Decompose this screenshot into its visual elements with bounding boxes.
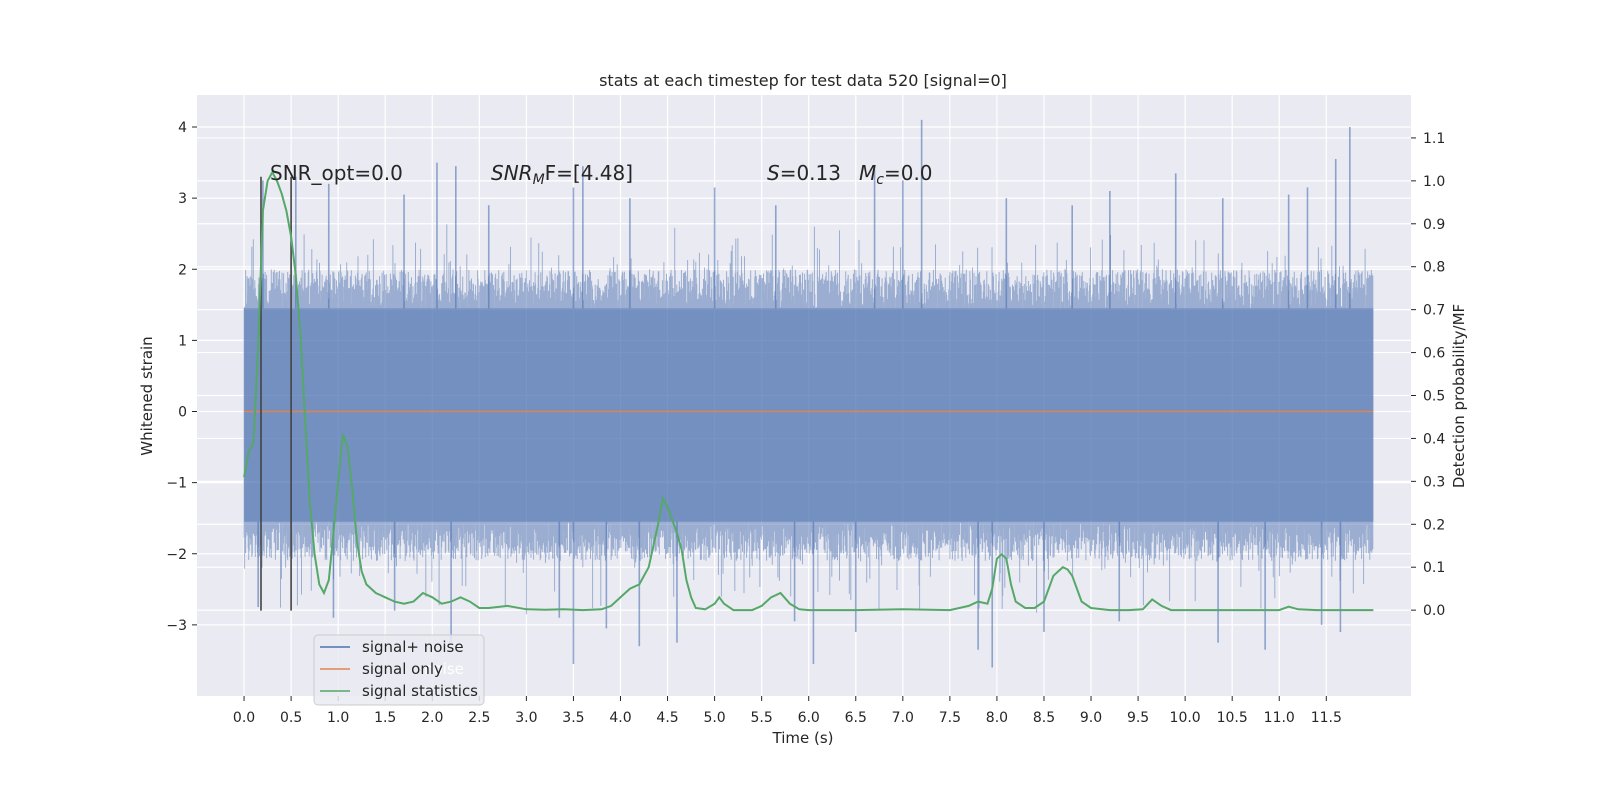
x-tick-label-18: 9.0 xyxy=(1080,710,1102,726)
s-name: S xyxy=(767,161,780,185)
y-tick-label-2: −1 xyxy=(166,476,187,492)
mc-name: M xyxy=(859,161,876,185)
x-axis-label: Time (s) xyxy=(772,729,834,747)
x-tick-label-0: 0.0 xyxy=(233,710,255,726)
signal-statistics-line xyxy=(243,170,1374,612)
y2-tick-label-5: 0.5 xyxy=(1423,389,1445,405)
x-tick-label-1: 0.5 xyxy=(280,710,302,726)
x-tick-label-2: 1.0 xyxy=(327,710,349,726)
x-tick-label-5: 2.5 xyxy=(468,710,490,726)
noise-core xyxy=(244,308,1374,522)
x-tick-label-17: 8.5 xyxy=(1033,710,1055,726)
x-tick-label-3: 1.5 xyxy=(374,710,396,726)
y2-tick-label-11: 1.1 xyxy=(1423,131,1445,147)
x-tick-label-23: 11.5 xyxy=(1311,710,1342,726)
snr-mf-sub: M xyxy=(533,172,545,188)
annotation-s: S=0.13 xyxy=(767,161,841,185)
legend-label-2: signal statistics xyxy=(362,682,478,700)
x-tick-label-22: 11.0 xyxy=(1264,710,1295,726)
data-layer xyxy=(243,119,1374,668)
y2-tick-label-2: 0.2 xyxy=(1423,517,1445,533)
annotation-snr-mf: SNRMF=[4.48] xyxy=(491,161,633,188)
x-tick-label-13: 6.5 xyxy=(845,710,867,726)
tick-layer: 0.0 0.5 1.0 1.5 2.0 2.5 3.0 3.5 4.0 4.5 5.0 5.5 6.0 6… xyxy=(166,120,1445,726)
x-tick-label-4: 2.0 xyxy=(421,710,443,726)
x-tick-label-11: 5.5 xyxy=(751,710,773,726)
y-tick-label-6: 3 xyxy=(178,191,187,207)
x-tick-label-21: 10.5 xyxy=(1217,710,1248,726)
y2-tick-label-6: 0.6 xyxy=(1423,346,1445,362)
legend-label-0: signal+ noise xyxy=(362,638,464,656)
y-tick-label-4: 1 xyxy=(178,333,187,349)
y2-tick-label-4: 0.4 xyxy=(1423,431,1445,447)
y2-tick-label-10: 1.0 xyxy=(1423,174,1445,190)
x-tick-label-16: 8.0 xyxy=(986,710,1008,726)
snr-mf-name: SNR xyxy=(491,161,533,185)
y-tick-label-0: −3 xyxy=(166,618,187,634)
mc-rest: =0.0 xyxy=(884,161,933,185)
legend: noise signal+ noise signal only signal s… xyxy=(313,634,485,706)
annotation-mc: Mc=0.0 xyxy=(859,161,933,188)
y2-tick-label-9: 0.9 xyxy=(1423,217,1445,233)
s-rest: =0.13 xyxy=(780,161,841,185)
y2-tick-label-3: 0.3 xyxy=(1423,474,1445,490)
x-tick-label-7: 3.5 xyxy=(562,710,584,726)
y-tick-label-7: 4 xyxy=(178,120,187,136)
legend-ghost-text: noise xyxy=(424,660,464,678)
y2-tick-label-0: 0.0 xyxy=(1423,603,1445,619)
x-tick-label-8: 4.0 xyxy=(609,710,631,726)
y2-tick-label-8: 0.8 xyxy=(1423,260,1445,276)
x-tick-label-20: 10.0 xyxy=(1170,710,1201,726)
snr-mf-rest: F=[4.48] xyxy=(545,161,633,185)
y-tick-label-3: 0 xyxy=(178,405,187,421)
legend-label-1: signal only xyxy=(362,660,443,678)
mc-sub: c xyxy=(876,172,884,188)
annotation-snr-opt: SNR_opt=0.0 xyxy=(270,161,403,185)
y2-axis-label: Detection probability/MF xyxy=(1450,304,1468,488)
x-tick-label-6: 3.0 xyxy=(515,710,537,726)
legend-box xyxy=(313,634,485,706)
y2-tick-label-7: 0.7 xyxy=(1423,303,1445,319)
x-tick-label-14: 7.0 xyxy=(892,710,914,726)
chart-title: stats at each timestep for test data 520… xyxy=(599,71,1007,90)
x-tick-label-15: 7.5 xyxy=(939,710,961,726)
x-tick-label-10: 5.0 xyxy=(703,710,725,726)
x-tick-label-12: 6.0 xyxy=(798,710,820,726)
y-tick-label-5: 2 xyxy=(178,262,187,278)
y2-tick-label-1: 0.1 xyxy=(1423,560,1445,576)
x-tick-label-19: 9.5 xyxy=(1127,710,1149,726)
y-axis-label: Whitened strain xyxy=(138,336,156,455)
x-tick-label-9: 4.5 xyxy=(656,710,678,726)
y-tick-label-1: −2 xyxy=(166,547,187,563)
